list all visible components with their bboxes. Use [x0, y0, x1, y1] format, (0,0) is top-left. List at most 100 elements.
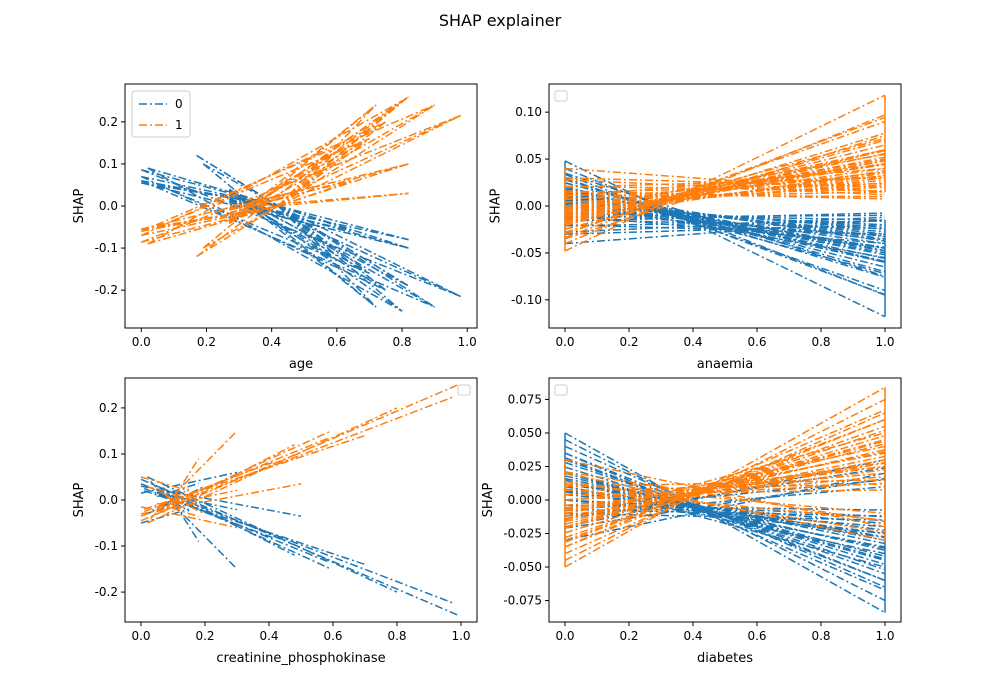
series-1-line	[564, 412, 886, 555]
x-tick-label: 0.2	[197, 335, 216, 349]
x-tick-label: 0.2	[195, 629, 214, 643]
x-tick-label: 0.6	[747, 335, 766, 349]
series-0-line	[277, 205, 436, 308]
series-0-line	[277, 205, 403, 312]
y-tick-label: -0.10	[511, 293, 542, 307]
legend-box	[457, 384, 471, 396]
x-tick-label: 1.0	[458, 335, 477, 349]
series-1-line	[157, 205, 279, 228]
series-1-line	[156, 487, 171, 496]
x-axis-label: creatinine_phosphokinase	[216, 651, 385, 666]
series-1-line	[564, 179, 886, 209]
series-1-line	[564, 459, 886, 520]
series-0-line	[277, 205, 354, 232]
x-tick-label: 1.0	[875, 629, 894, 643]
series-1-line	[564, 418, 886, 548]
series-0-line	[141, 169, 461, 298]
y-tick-label: 0.2	[99, 115, 118, 129]
series-1-line	[277, 184, 321, 207]
y-axis-label: SHAP	[72, 188, 87, 223]
series-1-line	[228, 138, 370, 218]
series-0-line	[202, 163, 377, 308]
axes-frame	[548, 377, 902, 623]
y-tick-label: 0.025	[508, 459, 542, 473]
series-0-line	[228, 189, 377, 308]
series-1-line	[202, 205, 279, 249]
series-0-line	[228, 191, 387, 291]
series-0-line	[165, 490, 200, 542]
series-1-line	[277, 150, 338, 207]
series-1-line	[141, 205, 279, 237]
legend-box	[554, 384, 568, 396]
series-0-line	[564, 459, 886, 575]
series-1-line	[228, 114, 462, 222]
series-0-line	[564, 452, 886, 582]
series-1-line	[202, 104, 377, 249]
legend-label: 0	[175, 97, 183, 111]
series-1-line	[147, 205, 279, 245]
series-1-line	[156, 437, 330, 509]
series-1-line	[163, 444, 295, 513]
series-0-line	[157, 184, 370, 275]
series-0-line	[564, 205, 886, 249]
series-1-line	[229, 180, 354, 211]
subplot-4: 0.0 0.2 0.4 0.6 0.8 1.0 0.075 0.050 0.025 0.000 -0…	[481, 377, 902, 666]
series-1-line	[143, 480, 222, 513]
x-tick-label: 1.0	[875, 335, 894, 349]
y-tick-label: 0.00	[515, 199, 542, 213]
series-group	[140, 96, 462, 312]
series-0-line	[564, 445, 886, 588]
y-tick-label: 0.0	[99, 493, 118, 507]
series-1-line	[140, 506, 238, 529]
series-1-line	[156, 489, 238, 508]
series-1-line	[277, 104, 377, 207]
series-1-line	[564, 432, 886, 521]
series-0-line	[277, 205, 321, 228]
series-0-line	[564, 201, 886, 249]
y-tick-label: -0.075	[503, 594, 542, 608]
x-tick-label: 0.4	[259, 629, 278, 643]
series-0-line	[564, 477, 886, 529]
series-1-line	[156, 502, 199, 518]
series-0-line	[564, 491, 886, 535]
x-tick-label: 1.0	[451, 629, 470, 643]
series-0-line	[140, 180, 435, 308]
y-tick-label: -0.05	[511, 246, 542, 260]
series-0-line	[147, 167, 403, 312]
series-1-line	[228, 104, 377, 223]
series-1-line	[147, 407, 398, 524]
series-1-line	[140, 104, 435, 232]
series-0-line	[228, 190, 462, 298]
series-1-line	[147, 100, 403, 245]
series-1-line	[564, 163, 886, 211]
legend-box	[554, 90, 568, 102]
x-tick-label: 0.8	[392, 335, 411, 349]
series-1-line	[564, 425, 886, 541]
series-group	[564, 94, 886, 318]
series-0-line	[564, 173, 886, 296]
series-1-line	[564, 167, 886, 193]
figure-title: SHAP explainer	[438, 11, 562, 30]
y-axis-label: SHAP	[72, 482, 87, 517]
y-axis-label: SHAP	[489, 188, 504, 223]
series-1-line	[229, 192, 409, 209]
series-1-line	[564, 434, 886, 534]
y-tick-label: 0.1	[99, 157, 118, 171]
series-0-line	[140, 175, 387, 291]
series-group	[140, 384, 459, 616]
series-1-line	[278, 192, 409, 207]
y-tick-label: 0.050	[508, 426, 542, 440]
subplot-1: 0.0 0.2 0.4 0.6 0.8 1.0 0.2 0.1 0.0 -0.1 -0.2 age SH…	[72, 83, 478, 372]
series-1-line	[564, 465, 886, 509]
x-tick-label: 0.8	[811, 335, 830, 349]
series-1-line	[157, 137, 370, 228]
y-tick-label: -0.1	[95, 539, 118, 553]
y-axis-label: SHAP	[481, 482, 496, 517]
x-axis-label: diabetes	[697, 651, 753, 666]
x-tick-label: 0.0	[555, 335, 574, 349]
series-1-line	[564, 409, 886, 548]
series-0-line	[141, 182, 409, 249]
y-tick-label: 0.05	[515, 152, 542, 166]
y-tick-label: 0.0	[99, 199, 118, 213]
